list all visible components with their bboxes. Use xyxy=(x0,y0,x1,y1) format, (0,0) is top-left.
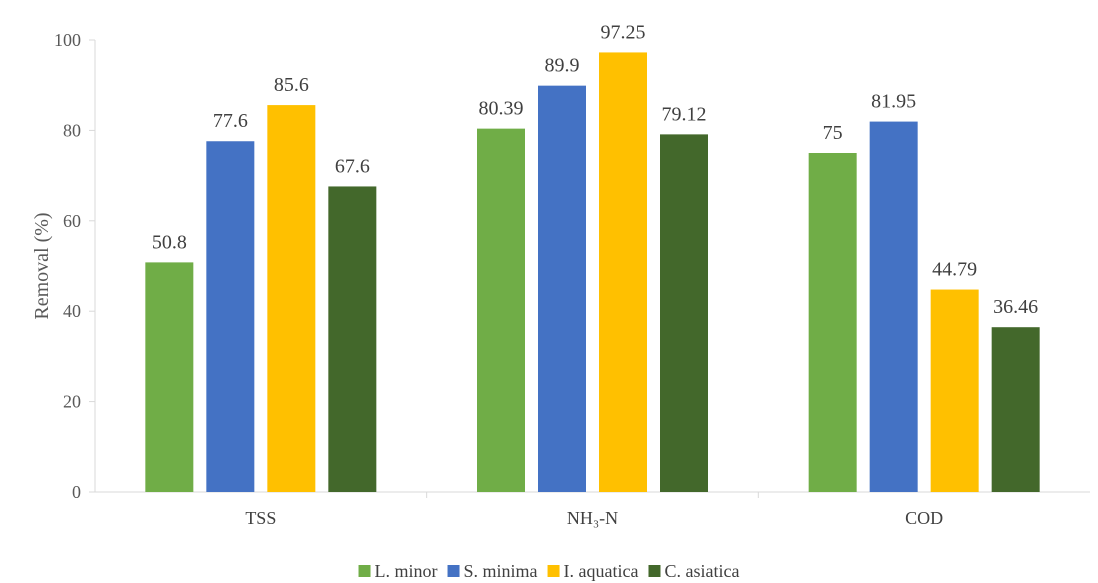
data-label: 97.25 xyxy=(601,21,646,43)
legend-swatch xyxy=(447,565,460,577)
data-label: 36.46 xyxy=(993,296,1038,318)
legend-label: L. minor xyxy=(375,561,438,581)
data-label: 85.6 xyxy=(274,74,309,96)
legend-label: S. minima xyxy=(464,561,538,581)
x-tick-label: TSS xyxy=(245,508,276,528)
legend-label: I. aquatica xyxy=(564,561,639,581)
legend-swatch xyxy=(648,565,661,577)
legend-item: C. asiatica xyxy=(648,561,739,581)
legend-item: I. aquatica xyxy=(547,561,639,581)
bars xyxy=(145,52,1040,493)
x-tick-label: NH₃-N xyxy=(567,508,618,528)
bar xyxy=(538,85,586,492)
bar xyxy=(869,121,918,492)
bar xyxy=(660,134,708,492)
data-label: 44.79 xyxy=(932,259,977,281)
data-label: 79.12 xyxy=(662,103,707,125)
legend-swatch xyxy=(547,565,560,577)
legend-swatch xyxy=(358,565,371,577)
data-label: 81.95 xyxy=(871,91,916,113)
y-tick-label: 40 xyxy=(63,301,81,321)
bar xyxy=(991,327,1040,492)
y-tick-label: 100 xyxy=(54,30,81,50)
bar xyxy=(477,128,525,492)
data-label: 80.39 xyxy=(479,98,524,120)
legend-item: L. minor xyxy=(358,561,438,581)
y-tick-label: 20 xyxy=(63,392,81,412)
y-tick-label: 60 xyxy=(63,211,81,231)
y-axis-title: Removal (%) xyxy=(31,212,53,319)
bar xyxy=(808,153,857,492)
bar xyxy=(206,141,255,493)
data-label: 75 xyxy=(823,122,843,144)
y-tick-label: 0 xyxy=(72,482,81,502)
bar xyxy=(930,289,979,492)
legend: L. minor S. minima I. aquatica C. asiatica xyxy=(358,561,739,581)
bar xyxy=(267,105,316,492)
axes: 0 20 40 60 80 100 TSS NH₃-N COD xyxy=(54,30,1090,528)
x-tick-label: COD xyxy=(905,508,943,528)
legend-label: C. asiatica xyxy=(664,561,739,581)
data-label: 89.9 xyxy=(545,55,580,77)
bar xyxy=(328,186,377,492)
bar xyxy=(599,52,647,493)
y-tick-label: 80 xyxy=(63,120,81,140)
data-label: 67.6 xyxy=(335,155,370,177)
data-labels: 50.8 77.6 85.6 67.6 80.39 89.9 97.25 79.12 75 81.… xyxy=(152,21,1038,318)
data-label: 77.6 xyxy=(213,110,248,132)
legend-item: S. minima xyxy=(447,561,538,581)
bar xyxy=(145,262,194,492)
data-label: 50.8 xyxy=(152,231,187,253)
